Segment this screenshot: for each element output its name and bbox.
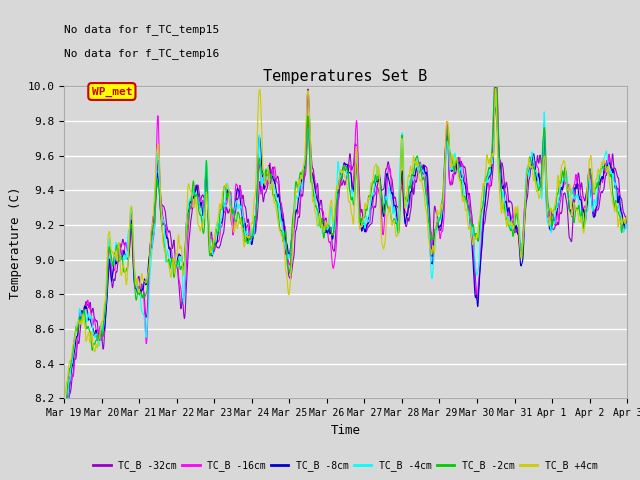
Line: TC_B -2cm: TC_B -2cm [64, 69, 627, 413]
Text: No data for f_TC_temp16: No data for f_TC_temp16 [64, 48, 220, 59]
X-axis label: Time: Time [331, 424, 360, 437]
Y-axis label: Temperature (C): Temperature (C) [9, 186, 22, 299]
Legend: TC_B -32cm, TC_B -16cm, TC_B -8cm, TC_B -4cm, TC_B -2cm, TC_B +4cm: TC_B -32cm, TC_B -16cm, TC_B -8cm, TC_B … [89, 456, 602, 475]
Text: No data for f_TC_temp15: No data for f_TC_temp15 [64, 24, 220, 35]
Line: TC_B -32cm: TC_B -32cm [64, 86, 627, 419]
Line: TC_B -8cm: TC_B -8cm [64, 107, 627, 414]
Title: Temperatures Set B: Temperatures Set B [264, 69, 428, 84]
Line: TC_B +4cm: TC_B +4cm [64, 89, 627, 396]
Text: WP_met: WP_met [92, 86, 132, 96]
Line: TC_B -16cm: TC_B -16cm [64, 65, 627, 413]
Line: TC_B -4cm: TC_B -4cm [64, 91, 627, 412]
